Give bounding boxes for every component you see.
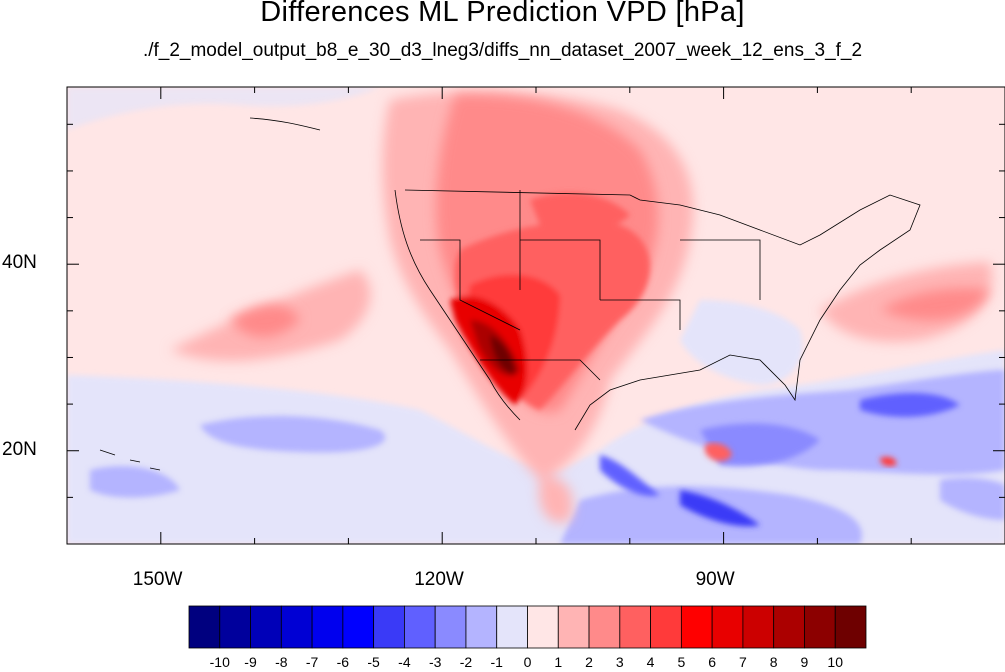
colorbar-label: -3 [428,654,442,670]
map-ticks [66,87,1005,544]
x-tick-label: 150W [132,569,183,590]
colorbar-swatch [773,605,805,649]
colorbar-label: -9 [244,654,257,670]
x-tick-label: 90W [695,569,735,590]
colorbar-label: 7 [739,654,747,670]
colorbar-swatch [680,605,713,649]
colorbar-swatch [434,605,467,649]
colorbar-label: 8 [769,654,778,670]
y-tick-label: 40N [2,252,37,274]
colorbar-label: -5 [367,654,380,670]
y-tick-label: 20N [2,438,37,460]
colorbar-swatch [650,605,682,649]
colorbar-swatch [527,605,559,649]
chart-title: Differences ML Prediction VPD [hPa] [260,0,745,28]
colorbar-swatch [342,605,375,649]
colorbar-swatch [404,605,436,649]
colorbar-swatch [834,605,867,649]
colorbar-label: 4 [646,654,655,670]
colorbar-label: 10 [827,654,843,670]
colorbar-label: -1 [490,654,503,670]
colorbar-swatch [496,605,528,649]
colorbar-swatch [557,605,590,649]
colorbar-label: 2 [585,654,593,670]
colorbar-swatch [711,605,744,649]
colorbar-label: 9 [800,654,809,670]
colorbar-swatch [311,605,344,649]
colorbar-label: -10 [209,654,230,670]
colorbar-label: 5 [677,654,686,670]
colorbar-label: -6 [336,654,350,670]
colorbar-label: 3 [615,654,624,670]
colorbar-label: 0 [523,654,532,670]
colorbar-swatch [804,605,836,649]
colorbar-swatch [742,605,775,649]
colorbar-swatch [219,605,251,649]
colorbar-label: -8 [275,654,288,670]
chart-subtitle: ./f_2_model_output_b8_e_30_d3_lneg3/diff… [142,40,863,61]
colorbar-swatch [465,605,498,649]
colorbar-swatch [250,605,282,649]
colorbar-swatch [280,605,313,649]
colorbar-label: 1 [554,654,563,670]
colorbar-swatch [588,605,621,649]
colorbar-label: -4 [398,654,411,670]
map-field [67,87,1005,544]
colorbar-swatch [619,605,651,649]
colorbar-swatch [373,605,405,649]
x-tick-label: 120W [414,569,464,590]
colorbar-label: 6 [708,654,717,670]
colorbar-label: -7 [305,654,319,670]
colorbar-label: -2 [459,654,473,670]
colorbar-swatch [188,605,221,649]
